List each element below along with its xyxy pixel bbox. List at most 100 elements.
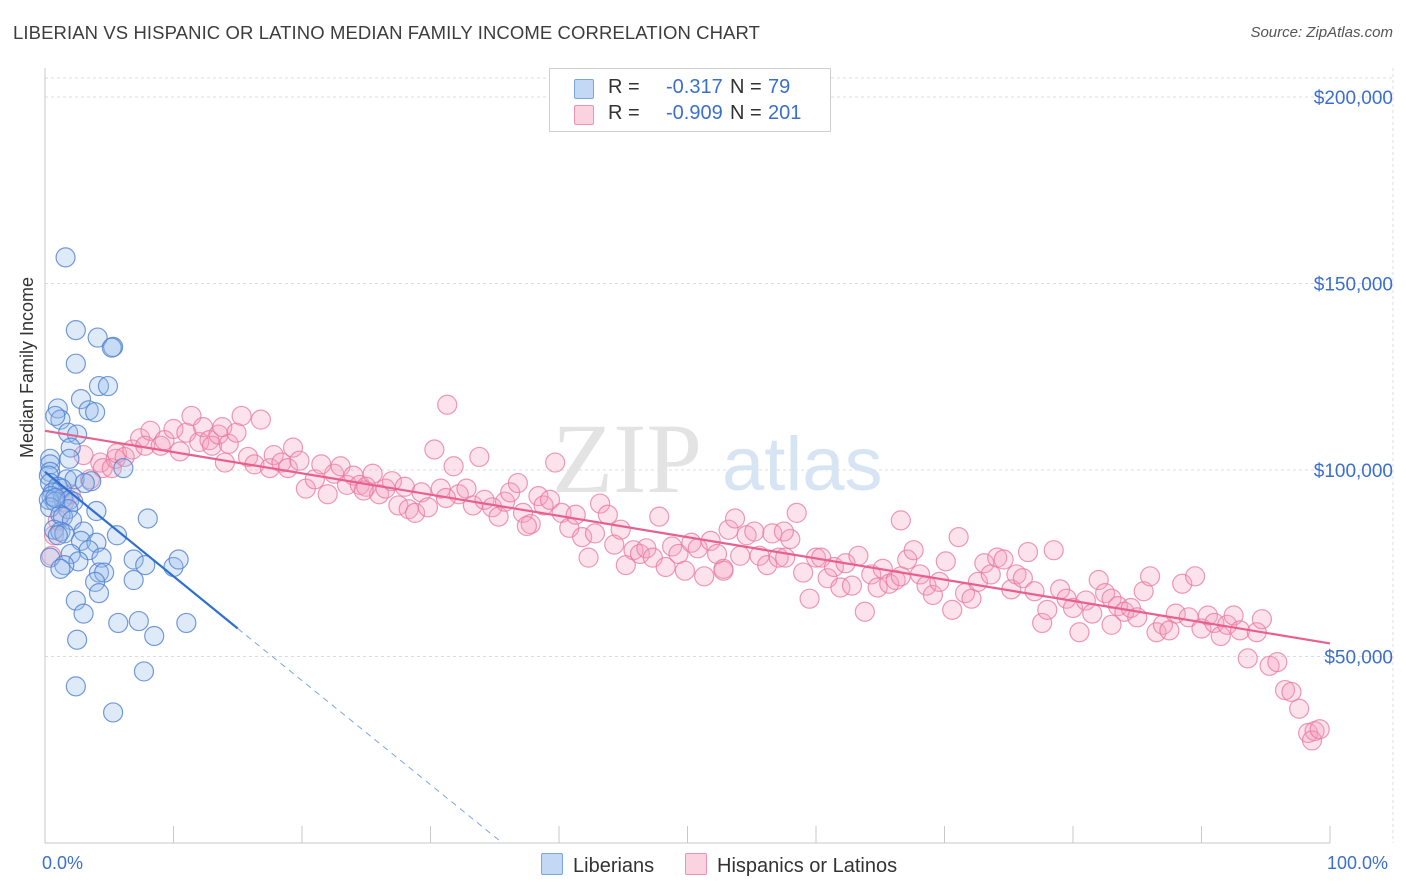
hispanic-point bbox=[394, 476, 415, 497]
liberian-point bbox=[168, 549, 189, 570]
y-tick-label: $100,000 bbox=[1314, 461, 1393, 482]
hispanic-point bbox=[362, 463, 383, 484]
liberian-point bbox=[101, 337, 122, 358]
liberian-point bbox=[91, 547, 112, 568]
hispanic-point bbox=[629, 543, 651, 565]
n-value: 201 bbox=[768, 102, 802, 124]
hispanic-point bbox=[250, 409, 271, 430]
hispanic-point bbox=[1237, 648, 1258, 669]
hispanic-point bbox=[488, 506, 509, 527]
hispanic-point bbox=[903, 540, 924, 561]
hispanic-point bbox=[694, 566, 715, 587]
hispanic-point bbox=[533, 495, 554, 516]
legend-item-liberians[interactable]: Liberians bbox=[541, 853, 654, 878]
y-tick-label: $50,000 bbox=[1324, 648, 1393, 669]
hispanic-point bbox=[443, 456, 464, 477]
liberian-point bbox=[113, 458, 134, 479]
r-label: R = bbox=[608, 76, 640, 98]
legend-item-hispanics[interactable]: Hispanics or Latinos bbox=[685, 853, 897, 878]
hispanic-point bbox=[1095, 582, 1116, 604]
hispanic-point bbox=[1289, 698, 1310, 719]
hispanic-point bbox=[539, 489, 561, 510]
liberian-point bbox=[47, 525, 68, 546]
hispanic-point bbox=[404, 502, 426, 523]
liberian-point bbox=[70, 389, 92, 410]
x-max-label: 100.0% bbox=[1327, 853, 1389, 873]
liberians-legend-swatch bbox=[541, 853, 563, 875]
hispanic-point bbox=[317, 484, 338, 505]
hispanic-point bbox=[507, 472, 528, 494]
hispanic-point bbox=[1006, 564, 1027, 585]
liberian-point bbox=[106, 525, 128, 546]
hispanic-point bbox=[388, 495, 409, 516]
hispanic-point bbox=[1159, 620, 1180, 641]
hispanic-point bbox=[935, 551, 956, 572]
hispanic-point bbox=[289, 450, 310, 471]
liberians-swatch bbox=[574, 79, 594, 99]
liberian-point bbox=[137, 508, 158, 529]
hispanic-point bbox=[189, 431, 210, 453]
hispanics-swatch bbox=[574, 105, 594, 125]
hispanic-point bbox=[140, 420, 161, 441]
hispanic-point bbox=[786, 502, 807, 523]
hispanic-point bbox=[226, 422, 247, 443]
hispanic-point bbox=[528, 486, 549, 507]
r-value: -0.909 bbox=[666, 102, 723, 124]
liberian-point bbox=[128, 610, 149, 632]
y-tick-label: $150,000 bbox=[1314, 275, 1393, 296]
hispanic-point bbox=[890, 510, 911, 531]
hispanic-point bbox=[610, 519, 631, 540]
liberian-point bbox=[73, 603, 94, 624]
liberian-point bbox=[176, 612, 197, 634]
liberian-point bbox=[87, 327, 108, 348]
n-label: N = bbox=[730, 76, 762, 98]
hispanic-point bbox=[1024, 581, 1045, 602]
hispanic-point bbox=[674, 560, 696, 581]
liberian-point bbox=[103, 336, 124, 358]
hispanic-point bbox=[1223, 605, 1244, 626]
liberian-point bbox=[65, 353, 86, 374]
hispanic-point bbox=[775, 547, 796, 568]
hispanic-point bbox=[1017, 541, 1039, 563]
legend-label-liberians: Liberians bbox=[573, 855, 655, 877]
hispanic-point bbox=[114, 446, 135, 468]
hispanic-point bbox=[961, 588, 982, 609]
hispanic-point bbox=[565, 504, 586, 525]
hispanic-point bbox=[724, 508, 746, 529]
hispanic-point bbox=[655, 556, 676, 578]
hispanic-point bbox=[929, 571, 950, 593]
hispanic-point bbox=[231, 405, 252, 427]
hispanic-point bbox=[730, 545, 751, 566]
hispanic-point bbox=[437, 394, 458, 415]
liberian-points bbox=[38, 247, 197, 723]
y-axis-label: Median Family Income bbox=[17, 276, 37, 458]
hispanic-point bbox=[381, 471, 403, 492]
zipatlas-watermark: ZIP atlas bbox=[552, 403, 883, 514]
hispanic-point bbox=[1301, 730, 1323, 751]
legend-label-hispanics: Hispanics or Latinos bbox=[717, 855, 898, 877]
liberian-point bbox=[88, 582, 110, 604]
hispanic-point bbox=[1069, 622, 1090, 643]
hispanic-point bbox=[417, 497, 439, 518]
liberian-point bbox=[74, 472, 95, 494]
hispanic-point bbox=[793, 562, 814, 583]
hispanic-point bbox=[578, 547, 599, 568]
hispanic-point bbox=[861, 564, 882, 585]
hispanic-point bbox=[597, 504, 618, 525]
hispanic-point bbox=[623, 540, 644, 561]
hispanic-point bbox=[424, 439, 445, 460]
hispanic-point bbox=[1267, 651, 1288, 673]
hispanic-point bbox=[867, 577, 888, 598]
hispanic-point bbox=[1133, 581, 1154, 602]
hispanic-point bbox=[263, 444, 284, 466]
liberian-point bbox=[144, 625, 165, 647]
liberian-point bbox=[103, 702, 124, 723]
hispanic-point bbox=[1251, 609, 1272, 630]
hispanic-point bbox=[201, 435, 223, 456]
hispanic-point bbox=[163, 418, 184, 440]
liberian-point bbox=[85, 402, 106, 423]
hispanic-point bbox=[353, 480, 374, 501]
liberian-point bbox=[86, 500, 107, 522]
hispanic-point bbox=[799, 588, 820, 609]
hispanic-point bbox=[469, 446, 490, 468]
